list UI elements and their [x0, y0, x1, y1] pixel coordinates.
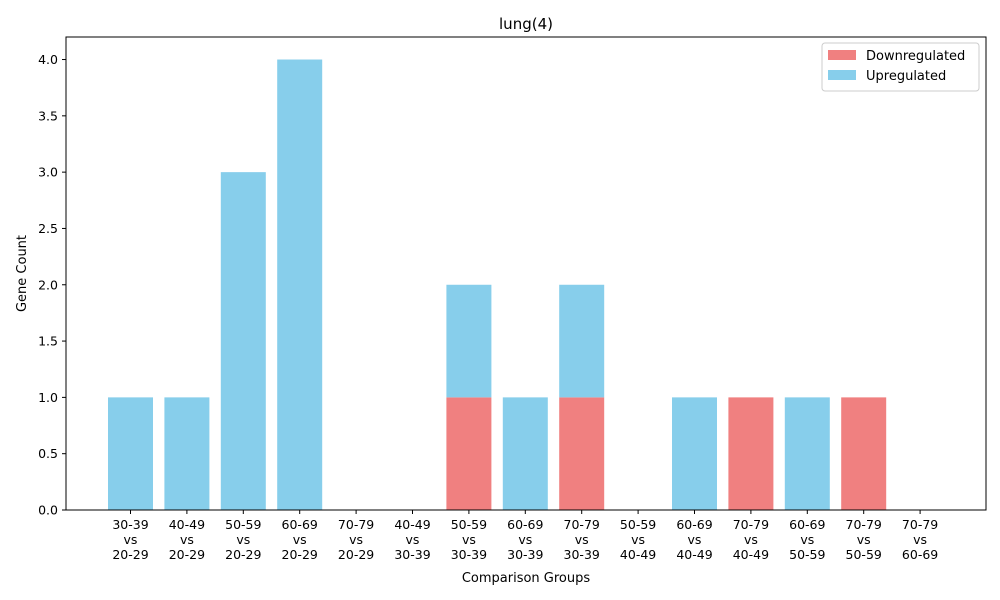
x-tick-label: 70-79 vs 30-39 [564, 517, 600, 562]
x-tick-label: 40-49 vs 20-29 [169, 517, 205, 562]
bar-downregulated [728, 397, 774, 510]
x-tick-label: 70-79 vs 40-49 [733, 517, 769, 562]
x-tick-label: 60-69 vs 20-29 [282, 517, 318, 562]
x-tick-label: 60-69 vs 40-49 [676, 517, 712, 562]
x-tick-label: 50-59 vs 20-29 [225, 517, 261, 562]
y-tick-label: 3.5 [38, 108, 58, 123]
axes-layer: 0.0 0.5 1.0 1.5 2.0 2.5 3.0 3.5 4.0 30-39 vs 20-29 4… [38, 36, 987, 562]
y-tick-label: 1.0 [38, 390, 58, 405]
y-tick-label: 2.0 [38, 277, 58, 292]
bar-upregulated [559, 284, 605, 398]
legend: Downregulated Upregulated [821, 42, 980, 92]
bar-upregulated [502, 397, 548, 510]
legend-swatch-downregulated [828, 50, 856, 60]
bar-upregulated [784, 397, 830, 510]
x-axis-title: Comparison Groups [462, 571, 591, 586]
x-tick-label: 50-59 vs 40-49 [620, 517, 656, 562]
legend-label-downregulated: Downregulated [866, 49, 965, 64]
x-tick-label: 40-49 vs 30-39 [394, 517, 430, 562]
bars-layer [108, 59, 887, 511]
y-tick-label: 3.0 [38, 165, 58, 180]
x-tick-label: 70-79 vs 20-29 [338, 517, 374, 562]
x-tick-label: 50-59 vs 30-39 [451, 517, 487, 562]
bar-downregulated [841, 397, 887, 510]
x-tick-label: 60-69 vs 50-59 [789, 517, 825, 562]
y-tick-label: 0.5 [38, 446, 58, 461]
y-axis-title: Gene Count [15, 235, 30, 312]
y-tick-label: 4.0 [38, 52, 58, 67]
plot-frame [65, 36, 987, 511]
bar-upregulated [672, 397, 717, 510]
bar-upregulated [277, 59, 323, 511]
y-tick-label: 1.5 [38, 334, 58, 349]
legend-label-upregulated: Upregulated [866, 69, 946, 84]
bar-downregulated [446, 397, 492, 510]
legend-swatch-upregulated [828, 70, 856, 80]
x-tick-label: 30-39 vs 20-29 [112, 517, 148, 562]
legend-box [821, 42, 980, 92]
x-tick-label: 60-69 vs 30-39 [507, 517, 543, 562]
bar-downregulated [559, 397, 605, 510]
y-tick-label: 2.5 [38, 221, 58, 236]
bar-upregulated [164, 397, 210, 510]
y-tick-label: 0.0 [38, 503, 58, 518]
bar-upregulated [446, 284, 492, 398]
bar-upregulated [108, 397, 153, 510]
x-tick-label: 70-79 vs 60-69 [902, 517, 938, 562]
chart-title: lung(4) [499, 15, 553, 33]
bar-upregulated [220, 172, 266, 510]
x-tick-label: 70-79 vs 50-59 [846, 517, 882, 562]
